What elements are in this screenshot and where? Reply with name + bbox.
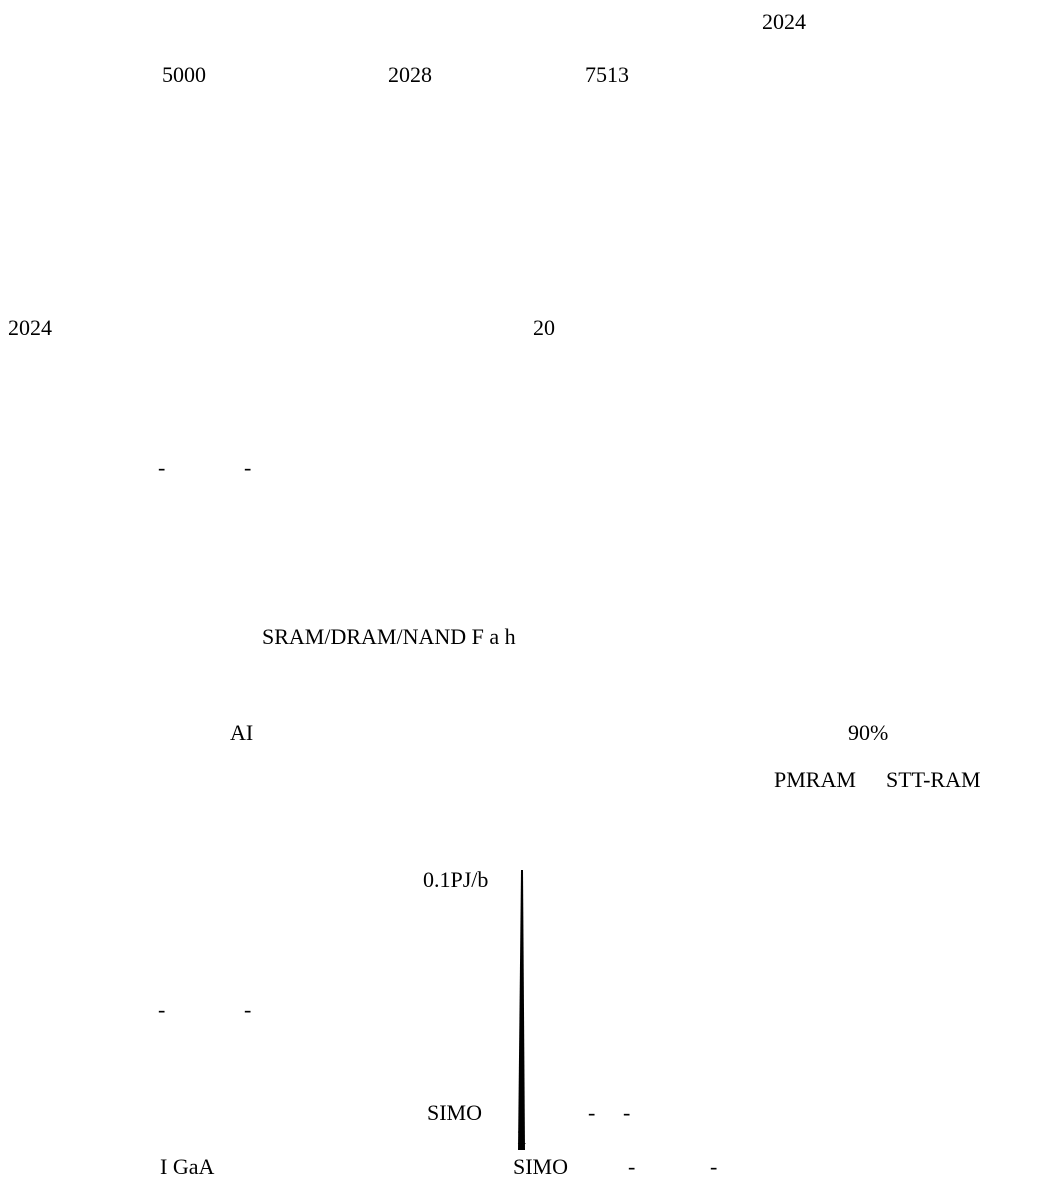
text-fragment: - xyxy=(628,1154,636,1179)
text-fragment: SIMO xyxy=(513,1154,569,1179)
text-fragment: 7513 xyxy=(585,62,629,87)
text-fragment: 0.1PJ/b xyxy=(423,867,489,892)
text-fragment: 2024 xyxy=(8,315,52,340)
text-fragment: 2028 xyxy=(388,62,432,87)
text-fragment: - xyxy=(158,997,166,1022)
vertical-wedge xyxy=(518,870,525,1150)
text-fragment: SRAM/DRAM/NAND F a h xyxy=(262,624,516,649)
text-fragment: - xyxy=(244,455,252,480)
text-fragment: - xyxy=(588,1100,596,1125)
text-fragment: 90% xyxy=(848,720,889,745)
text-fragment: STT-RAM xyxy=(886,767,981,792)
text-fragment: PMRAM xyxy=(774,767,856,792)
text-fragment: 2024 xyxy=(762,9,806,34)
text-fragment: - xyxy=(710,1154,718,1179)
text-fragment: 5000 xyxy=(162,62,206,87)
text-fragment: 1 xyxy=(516,1124,527,1149)
text-fragment: SIMO xyxy=(427,1100,483,1125)
text-fragment: - xyxy=(623,1100,631,1125)
text-fragment: - xyxy=(158,455,166,480)
text-fragment: AI xyxy=(230,720,254,745)
text-fragment: 20 xyxy=(533,315,555,340)
text-fragment: - xyxy=(244,997,252,1022)
text-fragment: I GaA xyxy=(160,1154,215,1179)
